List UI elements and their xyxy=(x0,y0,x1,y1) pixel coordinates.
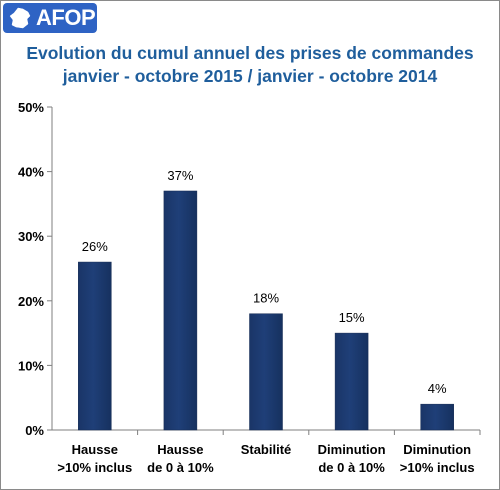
x-tick-label: Diminution xyxy=(318,442,386,457)
data-label: 18% xyxy=(253,291,279,306)
x-tick-label: Hausse xyxy=(72,442,118,457)
y-tick-label: 10% xyxy=(18,358,44,373)
x-tick-label: Diminution xyxy=(403,442,471,457)
bar xyxy=(78,261,112,431)
y-tick-label: 40% xyxy=(18,165,44,180)
bar xyxy=(249,313,283,431)
bar xyxy=(334,332,369,431)
x-tick-label: de 0 à 10% xyxy=(147,460,214,475)
x-tick-label: >10% inclus xyxy=(57,460,132,475)
chart-title: Evolution du cumul annuel des prises de … xyxy=(26,43,474,63)
france-map-icon xyxy=(9,7,31,29)
bar xyxy=(420,403,454,431)
x-tick-label: >10% inclus xyxy=(400,460,475,475)
y-tick-label: 30% xyxy=(18,229,44,244)
data-label: 37% xyxy=(167,168,193,183)
y-tick-label: 50% xyxy=(18,100,44,115)
x-tick-label: Stabilité xyxy=(241,442,292,457)
data-label: 4% xyxy=(428,381,447,396)
chart-title-block: Evolution du cumul annuel des prises de … xyxy=(0,42,500,88)
data-label: 26% xyxy=(82,239,108,254)
bar xyxy=(163,190,198,431)
afop-logo: AFOP xyxy=(3,3,97,33)
y-tick-label: 20% xyxy=(18,294,44,309)
chart-subtitle: janvier - octobre 2015 / janvier - octob… xyxy=(62,66,438,86)
y-tick-label: 0% xyxy=(25,423,44,438)
data-label: 15% xyxy=(339,310,365,325)
x-tick-label: Hausse xyxy=(157,442,203,457)
x-tick-label: de 0 à 10% xyxy=(318,460,385,475)
logo-text: AFOP xyxy=(36,5,96,30)
